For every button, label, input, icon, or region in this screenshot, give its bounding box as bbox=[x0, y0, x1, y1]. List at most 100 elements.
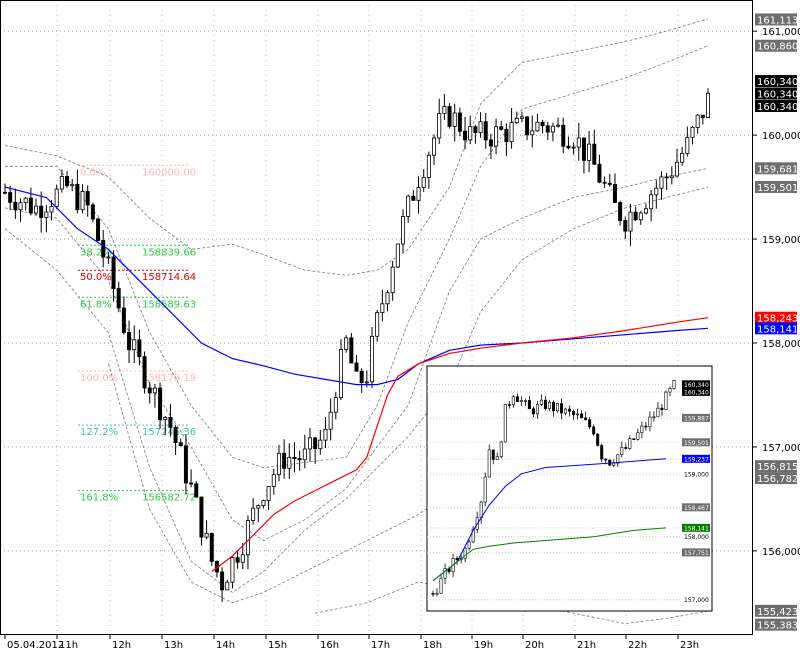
fib-pct-label: 161.8% bbox=[80, 493, 118, 504]
inset-candle-body bbox=[487, 449, 491, 478]
price-tag-label: 159,681 bbox=[757, 164, 798, 175]
candle-body bbox=[695, 114, 700, 128]
inset-frame bbox=[426, 365, 713, 612]
candle-body bbox=[147, 387, 152, 394]
candle-body bbox=[3, 191, 8, 194]
candle-body bbox=[266, 485, 271, 502]
candle-body bbox=[509, 122, 514, 143]
fib-price-label: 158589.63 bbox=[142, 299, 196, 310]
x-tick-label: 19h bbox=[474, 640, 493, 651]
candle-body bbox=[152, 387, 157, 394]
x-tick-label: 20h bbox=[525, 640, 544, 651]
candle-body bbox=[530, 130, 535, 136]
candle-body bbox=[333, 397, 338, 413]
candle-body bbox=[416, 187, 421, 201]
inset-candle-body bbox=[616, 454, 620, 464]
inset-candle-body bbox=[519, 400, 523, 403]
inset-candle-body bbox=[543, 399, 547, 409]
candle-body bbox=[421, 177, 426, 188]
inset-candle-body bbox=[495, 456, 499, 460]
candle-body bbox=[576, 137, 581, 148]
price-tag bbox=[755, 100, 797, 113]
y-tick-label: 158,000 bbox=[762, 339, 800, 350]
y-tick-label: 156,000 bbox=[762, 547, 800, 558]
candle-body bbox=[359, 370, 364, 383]
candle-body bbox=[240, 554, 245, 563]
candle-body bbox=[607, 182, 612, 185]
candle-body bbox=[680, 153, 685, 163]
inset-candle-body bbox=[564, 408, 568, 414]
inset-candle-body bbox=[612, 462, 616, 466]
candle-body bbox=[173, 427, 178, 444]
candle-body bbox=[194, 483, 199, 498]
price-tag bbox=[755, 39, 797, 52]
candle-body bbox=[323, 428, 328, 441]
inset-candle-body bbox=[672, 380, 676, 389]
moving-averages bbox=[4, 186, 709, 573]
inset-candle-body bbox=[656, 407, 660, 418]
fib-pct-label: 100.0% bbox=[80, 373, 118, 384]
candle-body bbox=[587, 143, 592, 161]
candle-body bbox=[302, 448, 307, 461]
inset-candle-body bbox=[632, 438, 636, 440]
candle-body bbox=[535, 121, 540, 132]
fib-price-label: 157246.36 bbox=[142, 427, 196, 438]
candle-body bbox=[225, 581, 230, 591]
x-tick-label: 16h bbox=[320, 640, 339, 651]
candle-body bbox=[514, 118, 519, 123]
fib-price-label: 156582.72 bbox=[142, 493, 196, 504]
candle-body bbox=[519, 116, 524, 119]
candle-body bbox=[90, 204, 95, 220]
candle-body bbox=[121, 307, 126, 333]
candle-body bbox=[313, 437, 318, 450]
inset-ma-blue bbox=[432, 458, 667, 582]
candle-body bbox=[540, 121, 545, 127]
candle-body bbox=[209, 533, 214, 562]
inset-price-tag bbox=[682, 413, 710, 422]
candle-body bbox=[550, 125, 555, 133]
fib-pct-label: 38.2% bbox=[80, 247, 112, 258]
candle-body bbox=[370, 335, 375, 383]
candle-body bbox=[168, 417, 173, 428]
candle-body bbox=[70, 183, 75, 187]
inset-price-tag bbox=[682, 548, 710, 557]
price-tag-label: 161,113 bbox=[757, 15, 798, 26]
candle-body bbox=[706, 92, 711, 118]
candle-body bbox=[685, 136, 690, 154]
candle-body bbox=[178, 442, 183, 447]
x-tick-label: 21h bbox=[577, 640, 596, 651]
inset-candle-body bbox=[604, 458, 608, 461]
inset-tick-label: 159,000 bbox=[684, 471, 709, 478]
candle-body bbox=[235, 557, 240, 563]
candle-body bbox=[271, 474, 276, 487]
candle-body bbox=[230, 557, 235, 583]
inset-tick-label: 159,237 bbox=[684, 456, 709, 463]
candle-body bbox=[483, 121, 488, 141]
inset-candle-body bbox=[491, 449, 495, 460]
candle-body bbox=[183, 445, 188, 484]
candle-body bbox=[328, 411, 333, 430]
candle-body bbox=[307, 437, 312, 450]
price-tag-label: 160,340 bbox=[757, 90, 798, 101]
inset-tick-label: 160,340 bbox=[684, 382, 709, 389]
y-tick-label: 160,000 bbox=[762, 131, 800, 142]
candle-body bbox=[189, 482, 194, 485]
inset-candle-body bbox=[463, 547, 467, 559]
candle-body bbox=[75, 183, 80, 211]
x-tick-label: 22h bbox=[628, 640, 647, 651]
x-tick-label: 15h bbox=[268, 640, 287, 651]
inset-price-tag bbox=[682, 454, 710, 463]
candle-body bbox=[442, 106, 447, 114]
price-tag bbox=[755, 87, 797, 100]
candle-body bbox=[457, 112, 462, 132]
inset-candle-body bbox=[648, 416, 652, 428]
fib-price-label: 158714.64 bbox=[142, 272, 196, 283]
price-tag-label: 159,501 bbox=[757, 183, 798, 194]
candle-body bbox=[163, 417, 168, 421]
candle-body bbox=[204, 533, 209, 538]
candle-body bbox=[158, 387, 163, 421]
candle-body bbox=[297, 458, 302, 461]
inset-tick-label: 159,501 bbox=[684, 440, 709, 447]
price-tag bbox=[755, 13, 797, 26]
candle-body bbox=[473, 126, 478, 134]
